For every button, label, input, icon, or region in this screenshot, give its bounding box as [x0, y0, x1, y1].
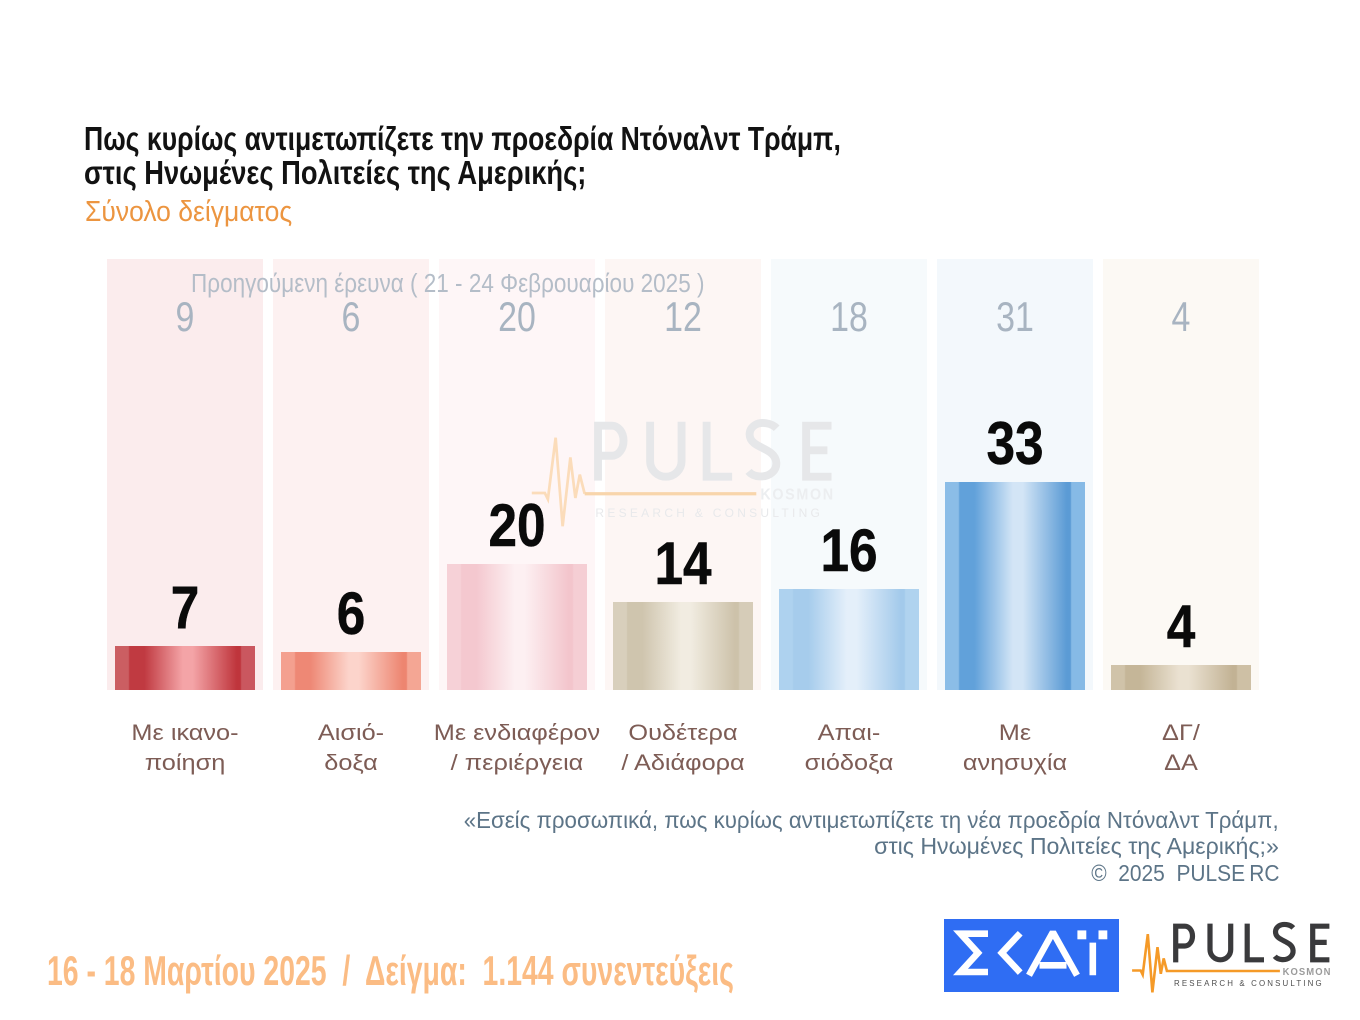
svg-text:KOSMON: KOSMON: [760, 486, 834, 504]
svg-text:RESEARCH & CONSULTING: RESEARCH & CONSULTING: [595, 506, 823, 520]
svg-text:RESEARCH & CONSULTING: RESEARCH & CONSULTING: [1174, 979, 1324, 988]
svg-text:KOSMON: KOSMON: [1283, 966, 1332, 978]
